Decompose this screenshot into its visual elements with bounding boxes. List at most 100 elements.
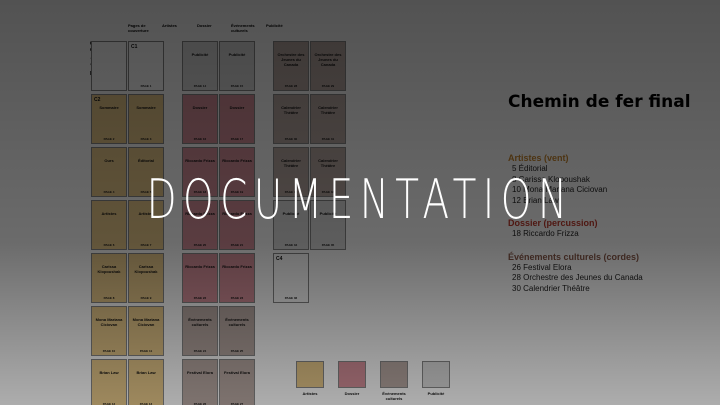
page-number: PAGE 14 [193, 84, 207, 88]
page-number: PAGE 31 [321, 137, 335, 141]
cover-tag: C1 [131, 44, 138, 50]
legend-label: Artistes [302, 391, 318, 396]
page-thumbnail: Calendrier Théâtre PAGE 30 [273, 94, 309, 144]
page-label: Calendrier Théâtre [281, 105, 301, 115]
page-label: Carissa Klopoushak [134, 264, 158, 274]
page-label: Orchestre des Jeunes du Canada [277, 52, 305, 67]
page-number: PAGE 35 [321, 243, 335, 247]
page-label: Riccardo Frizza [185, 158, 215, 163]
page-number: PAGE 15 [230, 84, 244, 88]
legend-swatch [296, 361, 324, 388]
legend-label: Publicité [427, 391, 445, 396]
page-number: PAGE 34 [284, 243, 298, 247]
page-label: Sommaire [136, 105, 156, 110]
page-number: PAGE 6 [103, 243, 115, 247]
page-label: Sommaire [99, 105, 119, 110]
page-label: Riccardo Frizza [222, 264, 252, 269]
page-thumbnail: Brian Law PAGE 12 [91, 359, 127, 405]
page-number: PAGE 20 [193, 243, 207, 247]
page-number: PAGE 25 [230, 349, 244, 353]
page-thumbnail: Événements culturels PAGE 25 [219, 306, 255, 356]
page-label: Brian Law [136, 370, 156, 375]
legend-swatch [338, 361, 366, 388]
page-thumbnail: Brian Law PAGE 13 [128, 359, 164, 405]
page-thumbnail: C4 PAGE 36 [273, 253, 309, 303]
page-thumbnail: Événements culturels PAGE 24 [182, 306, 218, 356]
page-label: Riccardo Frizza [185, 264, 215, 269]
page-thumbnail: Mona Mariana Ciciovan PAGE 11 [128, 306, 164, 356]
page-label: Publicité [228, 52, 246, 57]
section-item: 26 Festival Elora [512, 262, 572, 272]
page-label: Festival Elora [223, 370, 250, 375]
page-number: PAGE 23 [230, 296, 244, 300]
section-heading: Événements culturels (cordes) [508, 251, 640, 262]
page-label: Festival Elora [186, 370, 213, 375]
page-number: PAGE 29 [321, 84, 335, 88]
section-heading: Artistes (vent) [508, 153, 569, 163]
page-label: Événements culturels [188, 317, 212, 327]
page-thumbnail: C1 PAGE 1 [128, 41, 164, 91]
page-number: PAGE 11 [139, 349, 153, 353]
page-label: Dossier [229, 105, 245, 110]
page-number: PAGE 16 [193, 137, 207, 141]
page-number: PAGE 22 [193, 296, 207, 300]
legend-swatch [380, 361, 408, 388]
page-number: PAGE 28 [284, 84, 298, 88]
column-header-covers: Pages de couverture [128, 23, 149, 33]
page-thumbnail: C2 Sommaire PAGE 2 [91, 94, 127, 144]
overlay-title: DOCUMENTATION [146, 168, 574, 231]
page-thumbnail: Publicité PAGE 14 [182, 41, 218, 91]
page-label: Brian Law [99, 370, 119, 375]
page-label: Événements culturels [225, 317, 249, 327]
page-label: Publicité [191, 52, 209, 57]
column-header-artistes: Artistes [162, 23, 177, 28]
page-thumbnail: Carissa Klopoushak PAGE 8 [91, 253, 127, 303]
page-number: PAGE 36 [284, 296, 298, 300]
page-number: PAGE 3 [140, 137, 152, 141]
page-number: PAGE 24 [193, 349, 207, 353]
page-label: Éditorial [137, 158, 154, 163]
page-label: Dossier [192, 105, 208, 110]
page-number: PAGE 9 [140, 296, 152, 300]
page-thumbnail: Riccardo Frizza PAGE 23 [219, 253, 255, 303]
cover-tag: C4 [276, 256, 283, 262]
page-thumbnail: Orchestre des Jeunes du Canada PAGE 29 [310, 41, 346, 91]
page-label: Riccardo Frizza [222, 158, 252, 163]
page-thumbnail: Riccardo Frizza PAGE 22 [182, 253, 218, 303]
cover-tag: C2 [94, 97, 101, 103]
page-number: PAGE 21 [230, 243, 244, 247]
page-number: PAGE 8 [103, 296, 115, 300]
page-label: Ours [104, 158, 114, 163]
column-header-publicite: Publicité [266, 23, 283, 28]
page-thumbnail: Dossier PAGE 16 [182, 94, 218, 144]
page-thumbnail: Festival Elora PAGE 27 [219, 359, 255, 405]
page-label: Carissa Klopoushak [97, 264, 121, 274]
page-number: PAGE 17 [230, 137, 244, 141]
legend-label: Événements culturels [382, 391, 406, 401]
page-thumbnail: Orchestre des Jeunes du Canada PAGE 28 [273, 41, 309, 91]
page-thumbnail: Dossier PAGE 17 [219, 94, 255, 144]
page-thumbnail [91, 41, 127, 91]
page-number: PAGE 10 [102, 349, 116, 353]
page-thumbnail: Calendrier Théâtre PAGE 31 [310, 94, 346, 144]
legend-swatch [422, 361, 450, 388]
page-label: Mona Mariana Ciciovan [132, 317, 160, 327]
column-header-dossier: Dossier [197, 23, 212, 28]
page-thumbnail: Publicité PAGE 15 [219, 41, 255, 91]
panel-title: Chemin de fer final [508, 92, 691, 112]
page-label: Calendrier Théâtre [318, 105, 338, 115]
page-thumbnail: Festival Elora PAGE 26 [182, 359, 218, 405]
page-number: PAGE 30 [284, 137, 298, 141]
page-number: PAGE 1 [140, 84, 152, 88]
page-number: PAGE 2 [103, 137, 115, 141]
column-header-evenements: Événements culturels [231, 23, 255, 33]
page-thumbnail: Carissa Klopoushak PAGE 9 [128, 253, 164, 303]
page-thumbnail: Mona Mariana Ciciovan PAGE 10 [91, 306, 127, 356]
page-thumbnail: Sommaire PAGE 3 [128, 94, 164, 144]
section-item: 28 Orchestre des Jeunes du Canada [512, 273, 643, 282]
page-label: Mona Mariana Ciciovan [95, 317, 123, 327]
section-item: 30 Calendrier Théâtre [512, 283, 590, 293]
legend-label: Dossier [344, 391, 360, 396]
page-number: PAGE 7 [140, 243, 152, 247]
